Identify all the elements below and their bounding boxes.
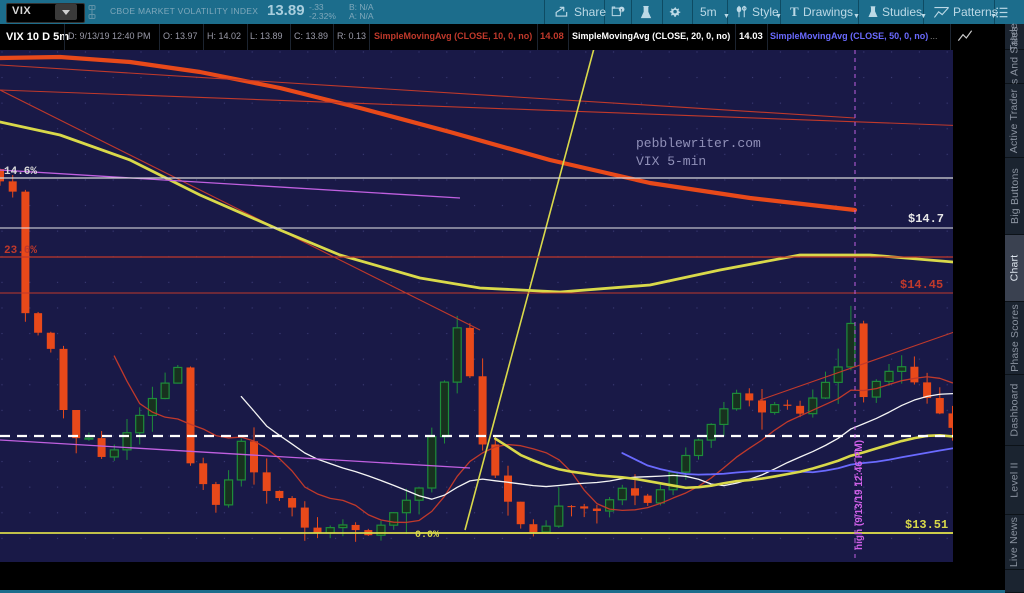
svg-text:high (9/13/19 12:46 PM): high (9/13/19 12:46 PM) bbox=[854, 440, 865, 550]
svg-text:23.6%: 23.6% bbox=[4, 245, 37, 257]
svg-text:0.0%: 0.0% bbox=[415, 530, 439, 541]
svg-text:$14.45: $14.45 bbox=[900, 278, 943, 292]
svg-text:VIX 5-min: VIX 5-min bbox=[636, 154, 706, 169]
svg-text:$13.51: $13.51 bbox=[905, 518, 948, 532]
svg-text:14.6%: 14.6% bbox=[4, 166, 37, 178]
svg-text:pebblewriter.com: pebblewriter.com bbox=[636, 136, 761, 151]
svg-text:$14.7: $14.7 bbox=[908, 212, 944, 226]
svg-text:1: 1 bbox=[621, 8, 623, 12]
